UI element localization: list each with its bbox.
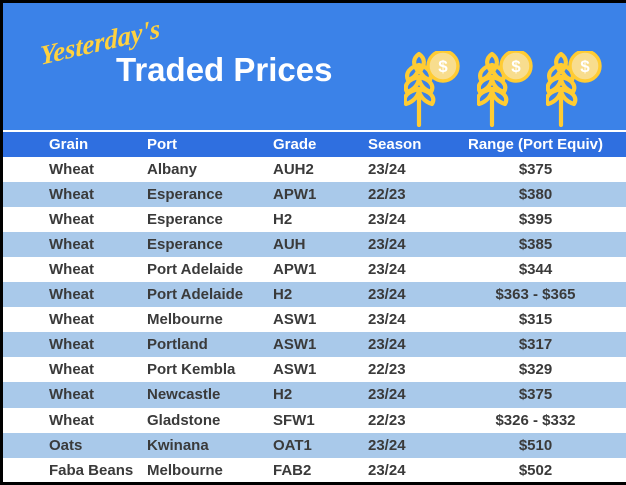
svg-text:$: $ [438, 57, 448, 76]
svg-text:$: $ [580, 57, 590, 76]
svg-text:$: $ [511, 57, 521, 76]
